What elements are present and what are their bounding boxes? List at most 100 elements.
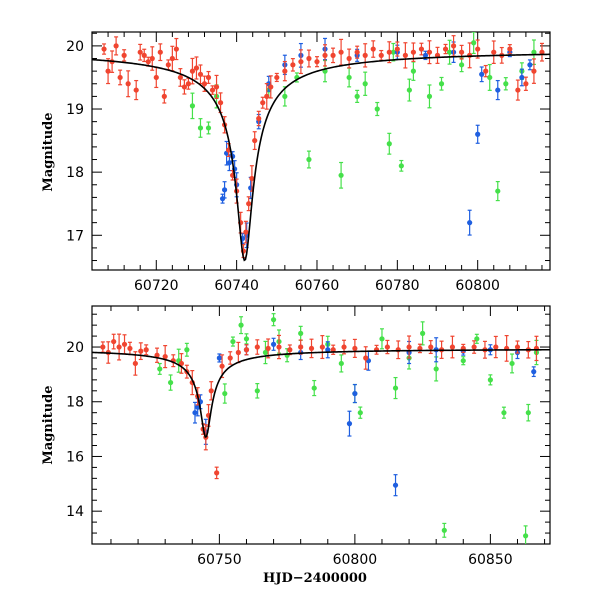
- x-tick-label: 60750: [197, 552, 242, 568]
- blue-data-point: [325, 347, 331, 353]
- green-data-point: [362, 81, 368, 87]
- red-data-point: [287, 347, 293, 353]
- green-data-point: [433, 366, 439, 372]
- red-data-point: [143, 347, 149, 353]
- blue-data-point: [221, 187, 228, 193]
- red-data-point: [491, 49, 497, 55]
- green-data-point: [441, 527, 447, 533]
- red-data-point: [235, 349, 241, 356]
- red-data-point: [417, 345, 423, 352]
- green-data-point: [357, 410, 363, 416]
- green-data-point: [354, 93, 360, 99]
- green-data-point: [238, 322, 244, 328]
- y-tick-label: 16: [66, 449, 84, 465]
- plot-frame: [91, 31, 551, 271]
- red-data-point: [268, 84, 274, 90]
- blue-data-point: [392, 482, 399, 488]
- blue-data-point: [270, 341, 277, 347]
- green-data-point: [438, 81, 445, 87]
- green-data-point: [243, 336, 250, 342]
- x-tick-label: 60850: [468, 552, 513, 568]
- red-data-point: [386, 49, 392, 55]
- red-data-point: [265, 345, 271, 352]
- red-data-point: [341, 344, 347, 350]
- red-data-point: [125, 81, 131, 87]
- green-data-point: [197, 125, 204, 131]
- red-data-point: [227, 355, 233, 361]
- model-light-curve: [92, 53, 550, 262]
- red-data-point: [330, 52, 336, 58]
- red-data-point: [352, 345, 358, 352]
- red-data-point: [169, 55, 175, 62]
- red-data-point: [308, 345, 315, 352]
- red-data-point: [363, 355, 369, 361]
- red-data-point: [264, 93, 270, 99]
- red-data-point: [193, 65, 200, 71]
- green-data-point: [420, 330, 426, 336]
- green-data-point: [346, 74, 352, 81]
- red-data-point: [121, 52, 127, 58]
- green-data-point: [392, 385, 399, 391]
- blue-data-point: [531, 369, 537, 375]
- red-data-point: [282, 68, 288, 74]
- blue-data-point: [422, 52, 429, 58]
- red-data-point: [149, 55, 155, 62]
- red-data-point: [298, 344, 304, 350]
- red-data-point: [116, 344, 122, 350]
- red-data-point: [213, 84, 220, 90]
- blue-data-point: [192, 410, 198, 416]
- red-data-point: [410, 49, 417, 55]
- red-data-point: [539, 49, 545, 55]
- green-data-point: [531, 49, 537, 55]
- red-data-point: [243, 347, 250, 353]
- red-data-point: [177, 74, 183, 81]
- y-tick-label: 17: [66, 228, 84, 244]
- red-data-point: [157, 49, 163, 55]
- green-data-point: [471, 40, 477, 46]
- red-data-point: [338, 49, 344, 55]
- bottom-x-axis-title: HJD−2400000: [263, 571, 367, 586]
- blue-data-point: [495, 87, 501, 93]
- blue-data-point: [352, 390, 358, 397]
- red-data-point: [101, 46, 107, 52]
- green-data-point: [222, 390, 228, 397]
- green-data-point: [398, 163, 404, 169]
- green-data-point: [390, 49, 396, 55]
- red-data-point: [428, 344, 434, 350]
- green-data-point: [426, 93, 433, 99]
- red-data-point: [346, 55, 352, 62]
- green-data-point: [230, 338, 236, 345]
- x-tick-label: 60780: [375, 278, 420, 294]
- red-data-point: [127, 345, 133, 352]
- red-data-point: [459, 49, 465, 55]
- red-data-point: [246, 201, 252, 207]
- green-data-point: [374, 106, 380, 112]
- x-tick-label: 60800: [455, 278, 500, 294]
- red-data-point: [514, 344, 521, 350]
- red-data-point: [185, 81, 192, 87]
- red-data-point: [252, 137, 258, 144]
- green-data-point: [487, 377, 493, 383]
- green-data-point: [167, 379, 174, 386]
- x-tick-label: 60800: [333, 552, 378, 568]
- data-points: [100, 313, 540, 544]
- green-data-point: [495, 188, 501, 194]
- green-data-point: [306, 156, 312, 163]
- blue-data-point: [346, 421, 353, 427]
- red-data-point: [219, 363, 225, 369]
- green-data-point: [262, 349, 269, 356]
- green-data-point: [189, 103, 196, 109]
- red-data-point: [181, 84, 188, 90]
- plot-frame: [91, 305, 551, 545]
- green-data-point: [460, 358, 466, 364]
- red-data-point: [117, 74, 123, 81]
- red-data-point: [137, 49, 143, 55]
- green-data-point: [523, 533, 529, 539]
- green-data-point: [487, 74, 493, 81]
- green-data-point: [503, 81, 509, 87]
- red-data-point: [314, 59, 320, 65]
- red-data-point: [523, 81, 529, 87]
- red-data-point: [217, 100, 224, 106]
- green-data-point: [254, 388, 260, 394]
- red-data-point: [133, 87, 139, 93]
